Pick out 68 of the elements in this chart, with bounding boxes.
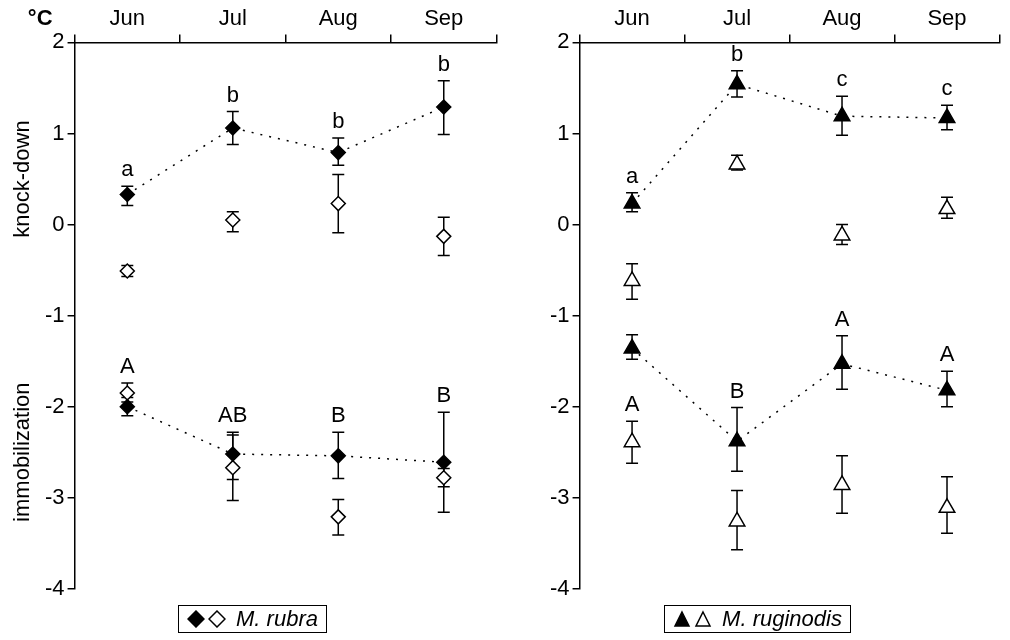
- point: [938, 498, 956, 513]
- y-tick-label: 2: [557, 28, 570, 54]
- point: [623, 271, 641, 287]
- y-tick-label: -4: [45, 574, 65, 600]
- y-tick-label: -1: [45, 301, 65, 327]
- annotation: b: [226, 81, 239, 107]
- y-tick-label: 1: [52, 119, 65, 145]
- text: immobilization: [8, 382, 34, 522]
- annotation: B: [330, 402, 346, 428]
- annotation: B: [436, 382, 452, 408]
- y-tick-label: 0: [52, 210, 65, 236]
- point: [728, 431, 746, 447]
- point: [623, 432, 641, 448]
- legend-title: M. ruginodis: [722, 606, 842, 632]
- annotation: b: [437, 50, 450, 76]
- point: [833, 475, 851, 491]
- annotation: a: [121, 156, 135, 182]
- annotation: a: [625, 162, 639, 188]
- point: [436, 99, 452, 115]
- point: [728, 511, 746, 527]
- point: [833, 354, 851, 370]
- annotation: c: [836, 66, 848, 92]
- x-tick-label: Aug: [822, 5, 862, 31]
- point: [225, 212, 241, 228]
- annotation: B: [729, 377, 745, 403]
- point: [330, 448, 347, 464]
- text: knock-down: [8, 120, 34, 238]
- y-tick-label: 1: [557, 119, 570, 145]
- legend-title: M. rubra: [236, 606, 318, 632]
- point: [833, 106, 851, 122]
- x-tick-label: Jun: [109, 5, 146, 31]
- annotation: A: [939, 341, 955, 367]
- y-tick-label: 0: [557, 210, 570, 236]
- point: [436, 228, 452, 245]
- annotation: b: [730, 40, 744, 66]
- point: [623, 193, 641, 209]
- point: [938, 380, 956, 396]
- x-tick-label: Jul: [722, 5, 752, 31]
- point: [436, 454, 452, 470]
- y-axis-title: °C: [27, 5, 53, 31]
- annotation: A: [834, 305, 850, 331]
- point: [938, 108, 956, 124]
- y-tick-label: -2: [45, 392, 65, 418]
- y-tick-label: -2: [550, 392, 570, 418]
- point: [225, 446, 241, 462]
- y-tick-label: -3: [550, 483, 570, 509]
- x-tick-label: Sep: [927, 5, 967, 31]
- annotation: b: [332, 108, 345, 134]
- annotation: A: [119, 353, 135, 379]
- annotation: AB: [218, 402, 248, 428]
- point: [728, 74, 746, 90]
- point: [938, 199, 956, 215]
- x-tick-label: Jun: [614, 5, 650, 31]
- annotation: A: [624, 391, 640, 417]
- y-tick-label: -1: [550, 301, 570, 327]
- y-tick-label: 2: [52, 28, 65, 54]
- x-tick-label: Aug: [318, 5, 358, 31]
- y-tick-label: -3: [45, 483, 65, 509]
- point: [330, 144, 347, 161]
- point: [225, 120, 241, 136]
- x-tick-label: Sep: [424, 5, 464, 31]
- x-tick-label: Jul: [218, 5, 247, 31]
- point: [330, 195, 347, 212]
- point: [833, 225, 851, 241]
- point: [623, 338, 641, 354]
- annotation: c: [941, 75, 953, 101]
- point: [119, 186, 136, 203]
- y-tick-label: -4: [550, 574, 570, 600]
